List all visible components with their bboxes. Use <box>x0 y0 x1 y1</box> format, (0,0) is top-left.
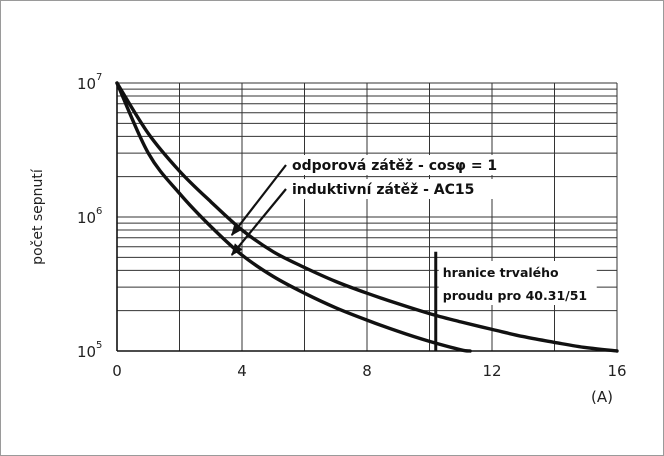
limit-label-line-2: proudu pro 40.31/51 <box>443 288 587 303</box>
x-tick-label: 8 <box>362 362 372 380</box>
series-line-1 <box>115 81 472 353</box>
series-line-0 <box>115 81 619 353</box>
limit-label-line-1: hranice trvalého <box>443 265 559 280</box>
y-tick-label: 10 <box>77 75 96 93</box>
x-unit-label: (A) <box>591 388 613 406</box>
y-tick-exponent: 7 <box>96 72 102 83</box>
x-tick-label: 12 <box>482 362 501 380</box>
annotation-label: induktivní zátěž - AC15 <box>292 182 474 198</box>
annotation-background <box>288 155 546 175</box>
y-tick-label: 10 <box>77 209 96 227</box>
y-tick-exponent: 5 <box>96 340 102 351</box>
series-lines <box>115 81 619 353</box>
y-tick-exponent: 6 <box>96 206 102 217</box>
annotation-background <box>288 179 546 199</box>
x-tick-label: 4 <box>237 362 247 380</box>
grid <box>116 82 618 352</box>
y-tick-label: 10 <box>77 343 96 361</box>
x-tick-label: 0 <box>112 362 122 380</box>
limit-label-background <box>438 261 597 305</box>
annotations: odporová zátěž - cosφ = 1 induktivní zátě… <box>230 155 597 351</box>
annotation-arrow <box>230 164 287 236</box>
x-tick-label: 16 <box>607 362 626 380</box>
y-axis-label: počet sepnutí <box>30 168 46 265</box>
annotation-label: odporová zátěž - cosφ = 1 <box>292 158 497 174</box>
annotation-arrow <box>230 188 287 256</box>
